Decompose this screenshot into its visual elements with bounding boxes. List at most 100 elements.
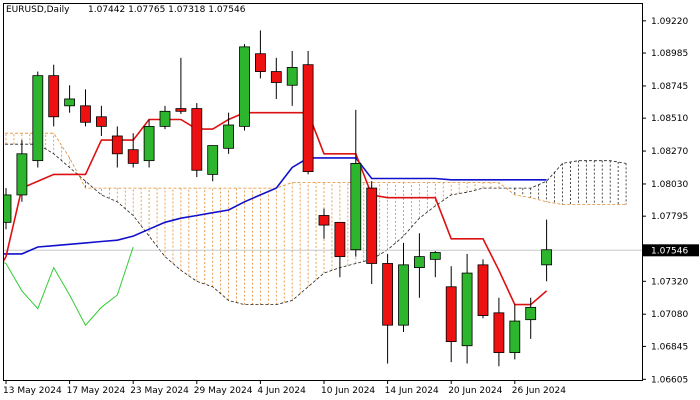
candle-body [191,108,203,171]
candle-body [382,263,394,326]
candle [207,145,219,182]
candle-body [111,135,123,155]
candle-body [48,75,60,118]
candle-body [175,108,187,112]
candle [350,109,362,257]
x-tick-label: 4 Jun 2024 [257,386,306,396]
candle [509,304,521,360]
y-tick-label: 1.08030 [651,180,688,190]
senkou-span-b-line [4,132,627,205]
candle-body [254,53,266,72]
candle [541,219,552,282]
candle-body [207,145,219,175]
plot-border [3,3,643,381]
candle-body [159,110,171,127]
candle [64,85,75,113]
candle-body [334,221,346,258]
candle [111,126,123,168]
candle [270,57,282,99]
candle-body [318,215,330,226]
candle-body [525,306,537,321]
candle-body [509,320,521,353]
candle [175,57,187,115]
candle [429,251,441,278]
candle [159,105,171,130]
kijun-sen-line [4,157,547,255]
candle-body [429,252,441,260]
candle-body [143,125,155,162]
candle [143,119,155,168]
chart-header-symbol: EURUSD,Daily [6,5,70,15]
x-tick-label: 10 Jun 2024 [321,386,375,396]
candle-body [32,75,44,162]
x-tick-label: 26 Jun 2024 [512,386,566,396]
candle [366,181,378,285]
candle-body [461,272,473,347]
x-tick-label: 29 May 2024 [194,386,253,396]
y-tick-label: 1.08745 [651,82,688,92]
x-tick-label: 17 May 2024 [67,386,126,396]
candle-body [16,153,28,196]
candle [16,140,28,202]
y-tick-label: 1.08270 [651,147,688,157]
candle-body [64,98,75,107]
candle [413,233,425,298]
candle [286,50,298,106]
candle [318,208,330,239]
candle [461,253,473,364]
x-tick-label: 13 May 2024 [3,386,62,396]
y-tick-label: 1.06605 [651,375,688,385]
x-tick-label: 20 Jun 2024 [448,386,502,396]
senkou-span-a-line [4,143,627,306]
y-tick-label: 1.06845 [651,342,688,352]
candle-body [80,105,91,123]
candle [445,266,457,363]
candle [96,105,107,136]
candle-body [445,286,457,343]
candle [223,112,235,154]
indicator-lines [4,111,642,327]
price-axis: 1.09220 1.08985 1.08745 1.08510 1.08270 1.080… [642,17,699,385]
candle-body [302,64,314,173]
candle [80,89,91,127]
y-tick-label: 1.08985 [651,49,688,59]
x-tick-label: 23 May 2024 [130,386,189,396]
candle [239,44,250,131]
candle [398,242,409,333]
candle-body [366,187,378,264]
tenkan-sen-line [4,111,548,306]
candle-body [413,256,425,268]
candles [4,30,552,367]
x-tick-label: 14 Jun 2024 [385,386,439,396]
candle [48,64,60,127]
current-price-tag [643,244,699,257]
candle [493,297,505,367]
candle [4,188,12,230]
candle-body [477,264,489,316]
chikou-span-line [4,246,134,327]
candle-body [493,312,505,353]
candle-body [4,194,12,223]
y-tick-label: 1.07320 [651,277,688,287]
chart-header-ohlc: 1.07442 1.07765 1.07318 1.07546 [88,5,246,15]
candle-body [127,149,139,164]
current-price-label: 1.07546 [651,246,688,256]
y-tick-label: 1.07080 [651,310,688,320]
candle-body [398,264,409,326]
candle-body [541,249,552,266]
y-tick-label: 1.07795 [651,212,688,222]
candle [254,30,266,79]
candle [127,133,139,168]
candle [32,71,44,168]
candle [525,297,537,339]
candle [477,259,489,319]
candle [334,221,346,278]
candle [382,253,394,364]
candle-body [96,116,107,127]
candle-body [270,71,282,83]
time-axis: 13 May 2024 17 May 2024 23 May 2024 29 May … [3,380,566,396]
y-tick-label: 1.08510 [651,114,688,124]
candle-body [286,67,298,86]
